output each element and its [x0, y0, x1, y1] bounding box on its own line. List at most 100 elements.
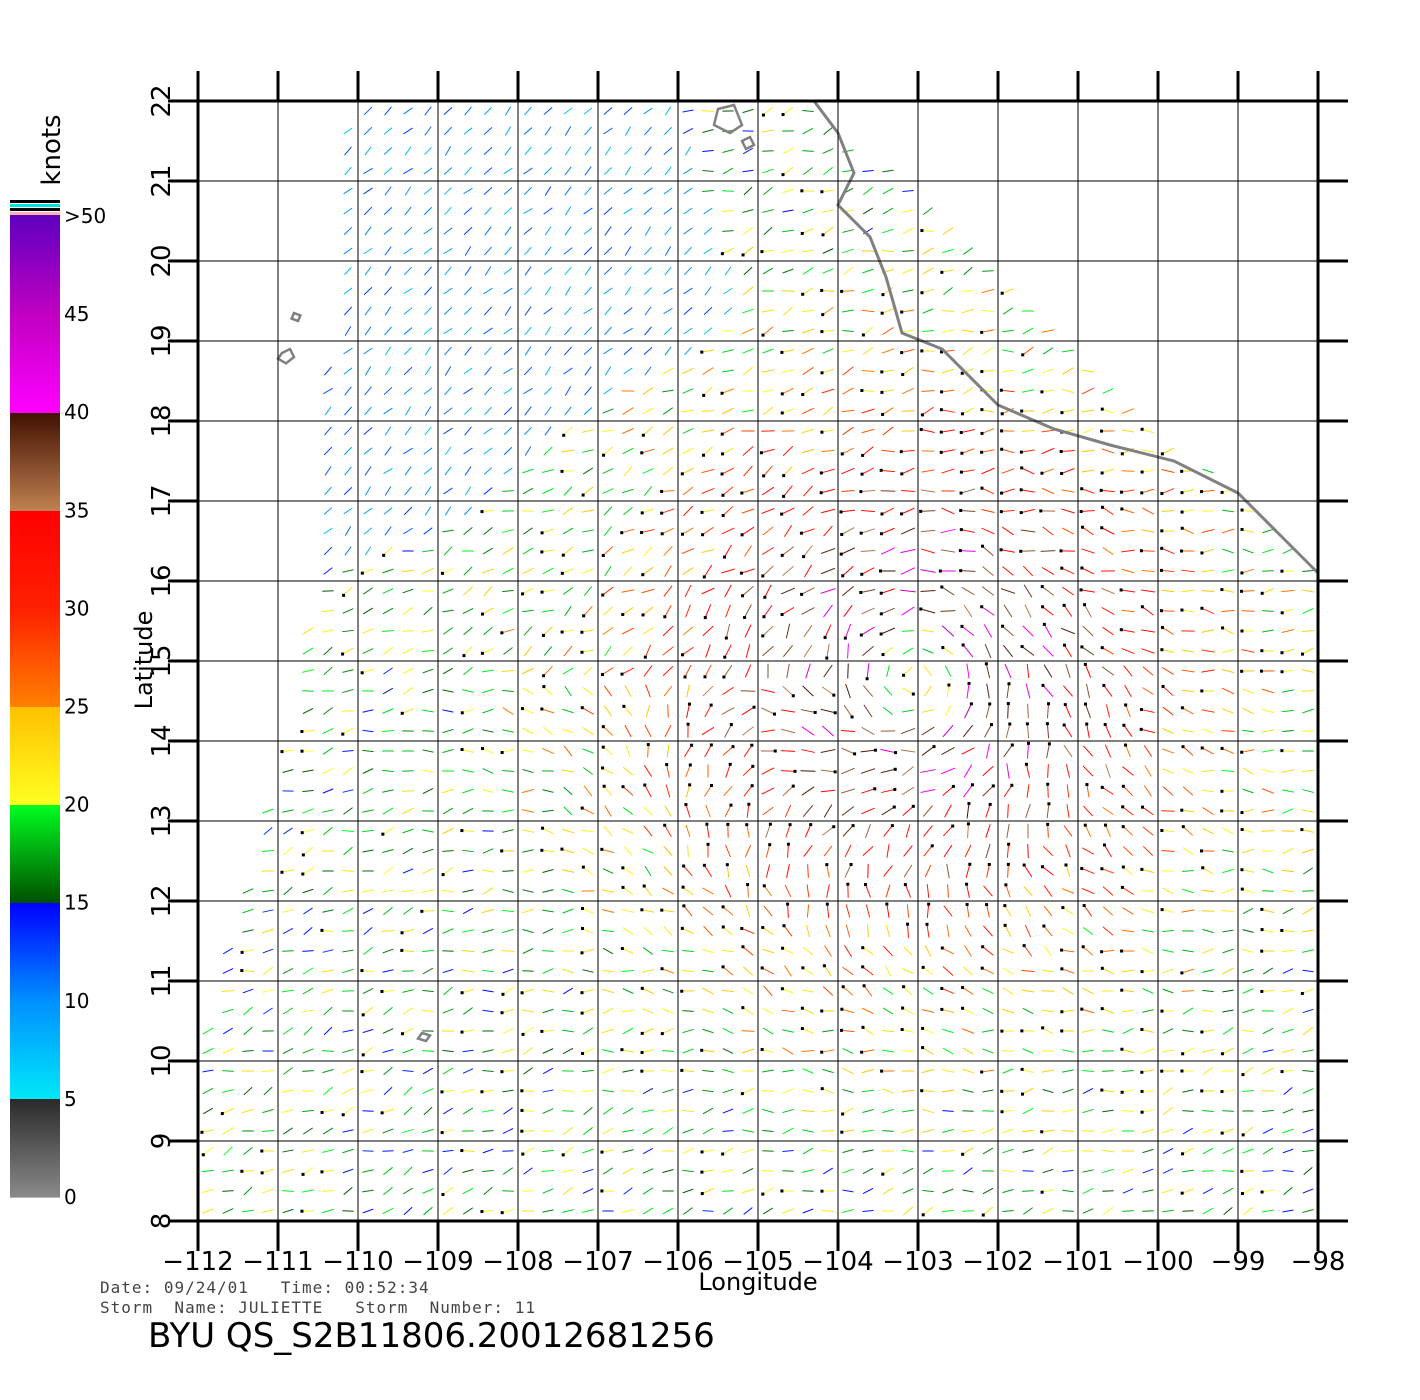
- colorbar-band: [10, 317, 60, 320]
- wind-vector: [801, 249, 815, 253]
- colorbar-band: [10, 1037, 60, 1040]
- wind-vector: [860, 589, 876, 593]
- wind-vector: [363, 167, 373, 175]
- rain-flag-marker: [820, 1087, 824, 1091]
- wind-vector: [963, 1167, 973, 1175]
- wind-vector: [940, 767, 956, 775]
- wind-vector: [523, 127, 533, 135]
- wind-vector: [402, 687, 414, 695]
- wind-vector: [601, 430, 615, 432]
- rain-flag-marker: [687, 702, 691, 706]
- wind-vector: [780, 770, 796, 772]
- wind-vector: [562, 1169, 574, 1173]
- rain-flag-marker: [688, 763, 692, 767]
- rain-flag-marker: [360, 571, 364, 575]
- wind-vector: [482, 607, 494, 615]
- wind-vector: [623, 465, 633, 477]
- wind-vector: [1102, 1008, 1114, 1014]
- wind-vector: [782, 1088, 794, 1094]
- wind-vector: [464, 246, 472, 256]
- wind-vector: [322, 1050, 334, 1052]
- wind-vector: [1020, 550, 1036, 552]
- wind-vector: [404, 266, 412, 276]
- wind-vector: [483, 306, 493, 316]
- wind-vector: [1222, 1128, 1234, 1134]
- colorbar-band: [10, 1087, 60, 1090]
- wind-vector: [901, 489, 915, 493]
- rain-flag-marker: [1060, 566, 1064, 570]
- wind-vector: [1222, 929, 1234, 933]
- wind-vector: [844, 623, 852, 639]
- wind-vector: [822, 248, 834, 254]
- wind-vector: [1141, 1028, 1155, 1034]
- wind-vector: [302, 647, 314, 655]
- wind-vector: [1002, 1068, 1014, 1074]
- rain-flag-marker: [1201, 866, 1205, 870]
- colorbar-band: [10, 579, 60, 582]
- wind-vector: [886, 844, 890, 858]
- wind-vector: [603, 127, 613, 135]
- wind-vector: [1041, 990, 1055, 992]
- wind-vector: [924, 945, 932, 957]
- wind-vector: [703, 247, 713, 255]
- rain-flag-marker: [780, 350, 784, 354]
- wind-vector: [622, 827, 634, 835]
- wind-vector: [904, 884, 912, 898]
- wind-vector: [1162, 887, 1174, 895]
- wind-vector: [1242, 1126, 1254, 1136]
- wind-vector: [361, 1069, 375, 1073]
- rain-flag-marker: [902, 673, 906, 677]
- wind-vector: [402, 607, 414, 615]
- wind-vector: [262, 948, 274, 954]
- rain-flag-marker: [970, 783, 974, 787]
- wind-vector: [603, 526, 613, 536]
- wind-vector: [1102, 408, 1114, 414]
- rain-flag-marker: [999, 388, 1003, 392]
- rain-flag-marker: [786, 902, 790, 906]
- y-tick-label: 12: [147, 884, 177, 917]
- colorbar-band: [10, 1189, 60, 1192]
- colorbar-band: [10, 611, 60, 614]
- wind-vector: [684, 346, 692, 356]
- wind-vector: [1102, 1168, 1114, 1174]
- rain-flag-marker: [381, 832, 385, 836]
- wind-vector: [642, 566, 654, 576]
- colorbar-band: [10, 991, 60, 994]
- wind-vector: [1141, 569, 1155, 573]
- wind-vector: [444, 266, 452, 276]
- rain-flag-marker: [1100, 471, 1104, 475]
- wind-vector: [342, 629, 354, 633]
- wind-vector: [502, 1190, 514, 1192]
- wind-vector: [1003, 604, 1013, 618]
- wind-vector: [806, 904, 810, 918]
- wind-vector: [464, 486, 472, 496]
- rain-flag-marker: [761, 634, 765, 638]
- wind-vector: [1182, 1047, 1194, 1055]
- wind-vector: [1181, 649, 1195, 653]
- wind-vector: [602, 468, 614, 474]
- wind-vector: [262, 989, 274, 993]
- rain-flag-marker: [940, 1007, 944, 1011]
- rain-flag-marker: [1100, 966, 1104, 970]
- colorbar-band: [10, 807, 60, 810]
- wind-vector: [1182, 949, 1194, 953]
- wind-vector: [741, 508, 755, 514]
- rain-flag-marker: [1060, 948, 1064, 952]
- wind-vector: [722, 926, 734, 936]
- colorbar-band: [10, 1133, 60, 1136]
- wind-vector: [344, 326, 352, 336]
- wind-vector: [463, 566, 473, 576]
- rain-flag-marker: [1000, 1089, 1004, 1093]
- rain-flag-marker: [400, 711, 404, 715]
- rain-flag-marker: [602, 784, 606, 788]
- wind-vector: [344, 546, 352, 556]
- colorbar-band: [10, 539, 60, 542]
- wind-vector: [1302, 1149, 1314, 1153]
- wind-vector: [745, 904, 751, 918]
- wind-vector: [703, 446, 713, 456]
- wind-vector: [922, 987, 934, 995]
- wind-vector: [703, 865, 713, 877]
- wind-vector: [544, 346, 552, 356]
- wind-vector: [702, 969, 714, 973]
- rain-flag-marker: [640, 1031, 644, 1035]
